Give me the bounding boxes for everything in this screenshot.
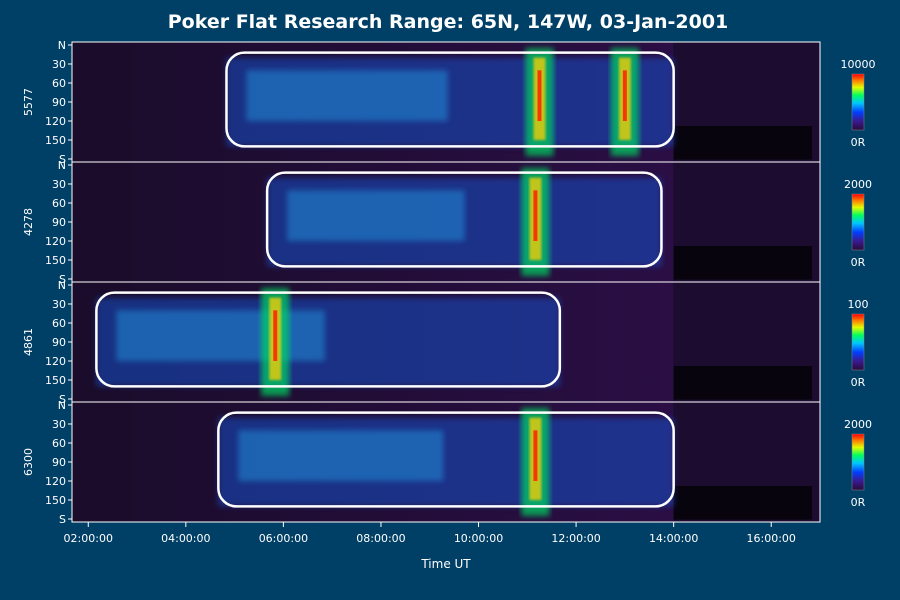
y-tick-label: S [59, 153, 66, 166]
x-tick-label: 12:00:00 [551, 532, 600, 545]
y-tick-label: 30 [52, 58, 66, 71]
y-tick-label: 120 [45, 115, 66, 128]
emission-core [116, 310, 325, 361]
panel-wavelength-label: 6300 [22, 448, 35, 476]
panel-dark-block [673, 126, 812, 160]
y-tick-label: 150 [45, 494, 66, 507]
y-tick-label: S [59, 273, 66, 286]
bright-column-peak [622, 70, 627, 121]
emission-core [238, 430, 444, 481]
panel-wavelength-label: 4861 [22, 328, 35, 356]
boundary-contour [217, 411, 675, 508]
x-tick-label: 16:00:00 [747, 532, 796, 545]
y-tick-label: 90 [52, 216, 66, 229]
y-tick-label: 120 [45, 475, 66, 488]
panel-wavelength-label: 5577 [22, 88, 35, 116]
x-tick-label: 02:00:00 [64, 532, 113, 545]
bright-column-peak [533, 430, 538, 481]
colorbar-min-label: 0R [851, 376, 866, 389]
y-tick-label: N [58, 399, 66, 412]
x-axis-ticks: 02:00:00 04:00:00 06:00:00 08:00:00 10:00:00… [64, 522, 796, 545]
y-tick-label: 90 [52, 336, 66, 349]
colorbar-max-label: 2000 [844, 418, 872, 431]
y-tick-label: N [58, 159, 66, 172]
y-tick-label: 60 [52, 437, 66, 450]
colorbar-max-label: 100 [848, 298, 869, 311]
colorbar [851, 193, 865, 251]
y-tick-label: 120 [45, 235, 66, 248]
colorbar-min-label: 0R [851, 496, 866, 509]
y-tick-label: 60 [52, 77, 66, 90]
y-tick-label: 60 [52, 317, 66, 330]
x-tick-label: 04:00:00 [161, 532, 210, 545]
panel-dark-block [673, 366, 812, 400]
y-tick-label: 120 [45, 355, 66, 368]
colorbar-min-label: 0R [851, 136, 866, 149]
y-tick-label: 90 [52, 456, 66, 469]
panel-wavelength-label: 4278 [22, 208, 35, 236]
panel-4278: N 30 60 90 120 150 S 4278 2000 0R [22, 159, 872, 286]
bright-column-peak [533, 190, 538, 241]
y-tick-label: 30 [52, 418, 66, 431]
colorbar-max-label: 2000 [844, 178, 872, 191]
y-tick-label: S [59, 393, 66, 406]
colorbar [851, 313, 865, 371]
colorbar-min-label: 0R [851, 256, 866, 269]
panel-6300: N 30 60 90 120 150 S 6300 2000 0R [22, 399, 872, 526]
panel-dark-block [673, 246, 812, 280]
x-tick-label: 06:00:00 [259, 532, 308, 545]
panel-dark-block [673, 486, 812, 520]
y-tick-label: N [58, 39, 66, 52]
y-tick-label: S [59, 513, 66, 526]
y-tick-label: 90 [52, 96, 66, 109]
panel-4861: N 30 60 90 120 150 S 4861 100 0R [22, 279, 869, 406]
bright-column-peak [537, 70, 542, 121]
emission-core [287, 190, 465, 241]
y-tick-label: 150 [45, 254, 66, 267]
x-tick-label: 14:00:00 [649, 532, 698, 545]
x-tick-label: 10:00:00 [454, 532, 503, 545]
y-tick-label: 150 [45, 374, 66, 387]
y-tick-label: 60 [52, 197, 66, 210]
y-tick-label: N [58, 279, 66, 292]
colorbar [851, 73, 865, 131]
boundary-contour [225, 51, 675, 148]
colorbar-max-label: 10000 [841, 58, 876, 71]
panel-5577: N 30 60 90 120 150 S 5577 10000 0R [22, 39, 876, 166]
y-tick-label: 150 [45, 134, 66, 147]
y-tick-label: 30 [52, 178, 66, 191]
x-axis-label: Time UT [420, 557, 471, 571]
bright-column-peak [273, 310, 278, 361]
colorbar [851, 433, 865, 491]
chart-title: Poker Flat Research Range: 65N, 147W, 03… [168, 11, 729, 33]
x-tick-label: 08:00:00 [356, 532, 405, 545]
boundary-contour [95, 291, 562, 388]
emission-core [246, 70, 448, 121]
boundary-contour [265, 171, 663, 268]
y-tick-label: 30 [52, 298, 66, 311]
